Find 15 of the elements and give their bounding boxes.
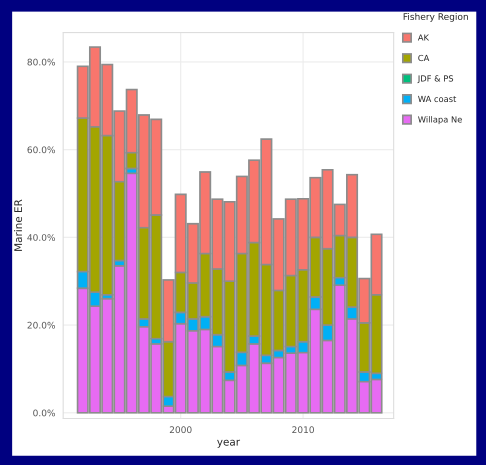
y-tick-label: 20.0%: [28, 322, 56, 329]
legend-label: AK: [418, 34, 430, 41]
x-axis-title: year: [217, 440, 240, 448]
legend-label: JDF & PS: [417, 75, 454, 84]
y-tick-label: 80.0%: [27, 58, 56, 66]
legend-label: Willapa Ne: [418, 116, 462, 124]
y-tick-label: 0.0%: [33, 410, 56, 416]
y-tick-label: 40.0%: [27, 234, 56, 241]
legend-label: WA coast: [418, 96, 456, 102]
y-axis-title: Marine ER: [14, 199, 22, 251]
x-tick-label: 2010: [292, 426, 314, 434]
legend-label: CA: [418, 54, 430, 62]
y-tick-label: 60.0%: [27, 146, 56, 154]
x-tick-label: 2000: [170, 426, 192, 434]
legend-title: Fishery Region: [404, 13, 468, 22]
